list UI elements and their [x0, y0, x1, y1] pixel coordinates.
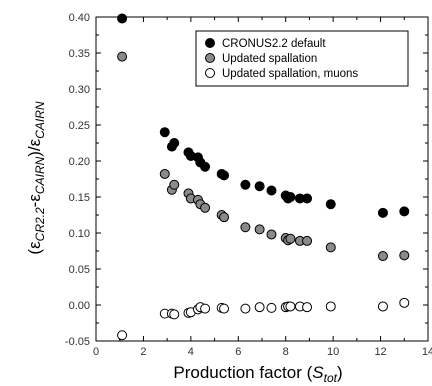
updated-spallation-muons-point: [325, 301, 336, 312]
y-tick-label: 0.35: [69, 48, 90, 60]
updated-spallation-muons-point: [200, 303, 211, 314]
updated-spallation-muons-point: [302, 302, 313, 313]
cronus-point: [254, 181, 265, 192]
legend-label-cronus: CRONUS2.2 default: [222, 38, 326, 50]
updated-spallation-point: [377, 251, 388, 262]
cronus-point: [266, 185, 277, 196]
y-tick-label: 0.15: [69, 192, 90, 204]
cronus-point: [325, 199, 336, 210]
cronus-point: [285, 192, 296, 202]
y-tick-label: 0.40: [69, 12, 90, 24]
axis-ticks: 0 2 4 6 8 10 12 14 -0.05 0.00 0.05 0.10 0.15 0.20 0.25…: [65, 12, 432, 358]
legend-marker-updated-spallation: [205, 53, 215, 63]
x-axis-label: Production factor (Stot): [173, 363, 342, 385]
x-tick-label: 8: [283, 346, 289, 358]
updated-spallation-muons-point: [399, 297, 410, 308]
y-tick-label: 0.00: [69, 300, 90, 312]
y-tick-label: 0.05: [69, 264, 90, 276]
updated-spallation-point: [399, 250, 410, 261]
y-tick-label: 0.25: [69, 120, 90, 132]
updated-spallation-point: [219, 212, 230, 223]
cronus-point: [399, 206, 410, 217]
cronus-point: [169, 138, 180, 148]
updated-spallation-muons-point: [219, 303, 230, 314]
x-tick-label: 4: [188, 346, 194, 358]
updated-spallation-point: [117, 51, 128, 62]
x-tick-label: 2: [140, 346, 146, 358]
cronus-point: [117, 13, 128, 24]
updated-spallation-point: [285, 233, 296, 244]
x-tick-label: 14: [422, 346, 432, 358]
updated-spallation-point: [159, 168, 170, 179]
cronus-point: [302, 193, 313, 204]
cronus-point: [377, 207, 388, 218]
x-tick-label: 10: [327, 346, 339, 358]
updated-spallation-muons-point: [117, 330, 128, 341]
y-tick-label: 0.20: [69, 156, 90, 168]
y-tick-label: 0.30: [69, 84, 90, 96]
legend-marker-updated-spallation-muons: [205, 68, 215, 78]
updated-spallation-muons-point: [285, 301, 296, 312]
y-axis-label: (εCR2.2-εCAIRN)/εCAIRN: [25, 101, 47, 254]
updated-spallation-muons-point: [266, 302, 277, 313]
updated-spallation-point: [266, 229, 277, 240]
updated-spallation-point: [169, 179, 180, 190]
y-tick-label: 0.10: [69, 228, 90, 240]
x-tick-label: 12: [374, 346, 386, 358]
cronus-point: [159, 127, 170, 138]
legend-label-updated-spallation: Updated spallation: [222, 53, 317, 65]
x-tick-label: 6: [235, 346, 241, 358]
legend-box: [195, 30, 409, 87]
updated-spallation-muons-point: [377, 301, 388, 312]
updated-spallation-point: [302, 235, 313, 246]
updated-spallation-muons-point: [169, 309, 180, 320]
legend-marker-cronus: [205, 38, 215, 48]
updated-spallation-point: [240, 222, 251, 233]
updated-spallation-point: [325, 242, 336, 253]
cronus-point: [240, 179, 251, 190]
updated-spallation-point: [200, 202, 211, 213]
updated-spallation-point: [254, 224, 265, 235]
cronus-point: [219, 170, 230, 181]
legend: CRONUS2.2 default Updated spallation Upd…: [195, 30, 409, 87]
y-tick-label: -0.05: [65, 336, 90, 348]
cronus-point: [200, 161, 211, 172]
updated-spallation-muons-point: [240, 303, 251, 314]
x-tick-label: 0: [93, 346, 99, 358]
updated-spallation-muons-point: [254, 302, 265, 313]
legend-label-updated-spallation-muons: Updated spallation, muons: [222, 68, 358, 80]
data-points: [117, 13, 410, 341]
